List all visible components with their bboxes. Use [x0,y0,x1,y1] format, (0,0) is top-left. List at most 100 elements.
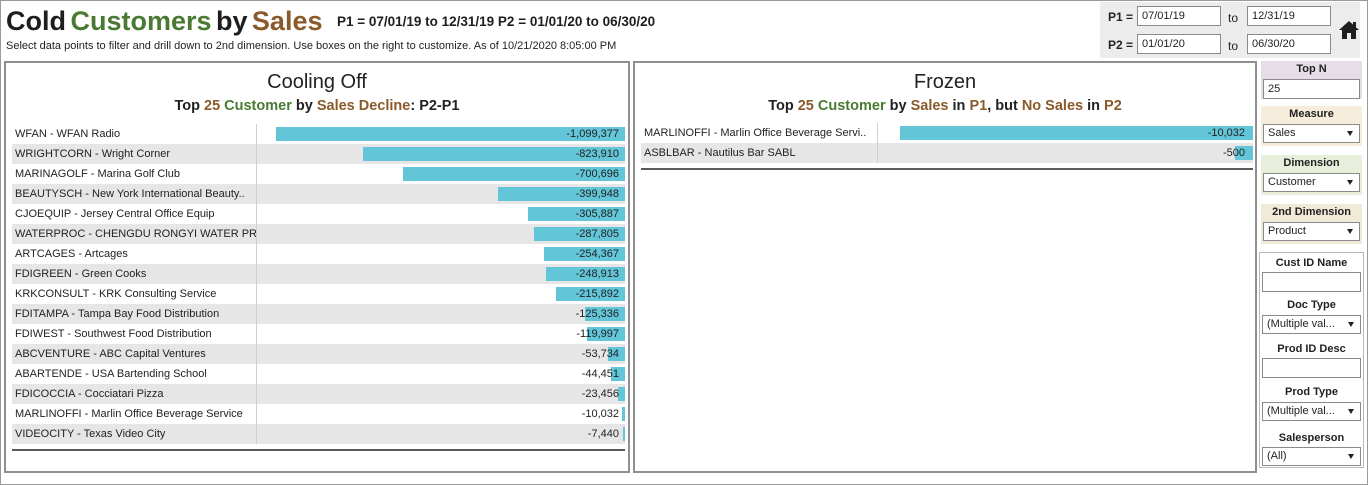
frozen-sub-dimension: Customer [813,98,886,114]
prod-type-label: Prod Type [1285,386,1338,398]
top-n-control: Top N [1261,61,1362,99]
dimension-control: Dimension Customer [1261,155,1362,195]
cooling-off-value-label: -215,892 [575,288,619,300]
chevron-down-icon [1348,322,1354,327]
cooling-sub-by: by [291,98,317,114]
chevron-down-icon [1347,131,1353,136]
cooling-off-row[interactable]: WRIGHTCORN - Wright Corner -823,910 [12,144,625,164]
frozen-sub-in2: in [1083,98,1105,114]
cooling-off-row[interactable]: FDIGREEN - Green Cooks -248,913 [12,264,625,284]
top-n-input[interactable] [1263,79,1360,99]
cooling-off-bar[interactable] [363,147,625,161]
cooling-off-row[interactable]: MARLINOFFI - Marlin Office Beverage Serv… [12,404,625,424]
frozen-row[interactable]: MARLINOFFI - Marlin Office Beverage Serv… [641,123,1253,143]
p2-label: P2 = [1108,38,1134,52]
frozen-row[interactable]: ASBLBAR - Nautilus Bar SABL -500 [641,143,1253,163]
cooling-off-row[interactable]: BEAUTYSCH - New York International Beaut… [12,184,625,204]
frozen-sub-measure: Sales [910,98,949,114]
cooling-off-bar[interactable] [587,327,625,341]
chevron-down-icon [1348,409,1354,414]
cooling-off-bar[interactable] [556,287,625,301]
cooling-sub-n: 25 [204,98,221,114]
frozen-value-label: -10,032 [1207,127,1245,139]
cooling-off-value-label: -399,948 [575,188,619,200]
chevron-down-icon [1348,454,1354,459]
cooling-off-bar[interactable] [403,167,625,181]
cooling-off-bar[interactable] [546,267,625,281]
p1-to-label: to [1228,11,1239,25]
cooling-off-row-label: WRIGHTCORN - Wright Corner [12,144,257,164]
measure-dropdown[interactable]: Sales [1263,124,1360,143]
prod-type-dropdown[interactable]: (Multiple val... [1262,402,1361,421]
p1-start-input[interactable] [1137,6,1221,26]
frozen-sub-p1: P1 [969,98,988,114]
cooling-off-value-label: -23,456 [581,388,619,400]
cooling-off-bar[interactable] [498,187,625,201]
cooling-off-row[interactable]: FDITAMPA - Tampa Bay Food Distribution -1… [12,304,625,324]
frozen-axis-line [641,168,1253,170]
cooling-off-row[interactable]: VIDEOCITY - Texas Video City -7,440 [12,424,625,444]
frozen-bar[interactable] [900,126,1253,140]
cooling-off-row[interactable]: MARINAGOLF - Marina Golf Club -700,696 [12,164,625,184]
cooling-off-row-label: BEAUTYSCH - New York International Beaut… [12,184,257,204]
cooling-off-bar[interactable] [622,407,625,421]
cooling-off-row[interactable]: CJOEQUIP - Jersey Central Office Equip -3… [12,204,625,224]
frozen-sub-by: by [885,98,911,114]
cooling-off-value-label: -10,032 [581,408,619,420]
title-word-customers: Customers [70,6,212,36]
cooling-off-row-label: CJOEQUIP - Jersey Central Office Equip [12,204,257,224]
cooling-off-value-label: -287,805 [575,228,619,240]
doc-type-value: (Multiple val... [1267,318,1335,330]
salesperson-dropdown[interactable]: (All) [1262,447,1361,466]
cooling-off-bar[interactable] [618,387,625,401]
cooling-off-row[interactable]: ARTCAGES - Artcages -254,367 [12,244,625,264]
cooling-off-row[interactable]: FDIWEST - Southwest Food Distribution -11… [12,324,625,344]
cooling-off-row-label: ABARTENDE - USA Bartending School [12,364,257,384]
cust-id-label: Cust ID Name [1275,257,1348,269]
cooling-sub-top: Top [174,98,204,114]
p1-end-input[interactable] [1247,6,1331,26]
cooling-off-bar[interactable] [608,347,625,361]
dimension-dropdown[interactable]: Customer [1263,173,1360,192]
cooling-off-row[interactable]: ABARTENDE - USA Bartending School -44,451 [12,364,625,384]
cooling-off-row[interactable]: ABCVENTURE - ABC Capital Ventures -53,734 [12,344,625,364]
cooling-off-row[interactable]: WFAN - WFAN Radio -1,099,377 [12,124,625,144]
cooling-off-value-label: -823,910 [575,148,619,160]
cooling-off-bar[interactable] [534,227,625,241]
prod-id-input[interactable] [1262,358,1361,378]
cooling-off-row[interactable]: KRKCONSULT - KRK Consulting Service -215,… [12,284,625,304]
p2-to-label: to [1228,39,1239,53]
frozen-subtitle: Top 25 Customer by Sales in P1, but No S… [635,98,1255,114]
cooling-off-bar[interactable] [528,207,625,221]
frozen-sub-in1: in [948,98,970,114]
p2-start-input[interactable] [1137,34,1221,54]
cooling-off-row-label: ABCVENTURE - ABC Capital Ventures [12,344,257,364]
cooling-off-title: Cooling Off [267,71,367,93]
prod-type-value: (Multiple val... [1267,405,1335,417]
frozen-title: Frozen [913,71,977,93]
second-dimension-dropdown[interactable]: Product [1263,222,1360,241]
cooling-off-bar[interactable] [544,247,625,261]
p2-end-input[interactable] [1247,34,1331,54]
frozen-value-label: -500 [1222,147,1245,159]
salesperson-value: (All) [1267,450,1287,462]
cooling-sub-dimension: Customer [220,98,292,114]
chevron-down-icon [1347,180,1353,185]
cooling-off-row-label: FDIGREEN - Green Cooks [12,264,257,284]
cooling-off-bar[interactable] [623,427,625,441]
cooling-off-row[interactable]: FDICOCCIA - Cocciatari Pizza -23,456 [12,384,625,404]
title-word-sales: Sales [251,6,323,36]
frozen-bar[interactable] [1235,146,1253,160]
cooling-off-bar[interactable] [585,307,625,321]
second-dimension-value: Product [1268,225,1306,237]
measure-label: Measure [1289,108,1334,120]
cooling-off-row-label: MARLINOFFI - Marlin Office Beverage Serv… [12,404,257,424]
cust-id-input[interactable] [1262,272,1361,292]
home-icon[interactable] [1338,20,1360,40]
doc-type-dropdown[interactable]: (Multiple val... [1262,315,1361,334]
cooling-off-bar[interactable] [611,367,625,381]
cooling-off-bar[interactable] [276,127,625,141]
p1-label: P1 = [1108,10,1134,24]
cooling-off-row[interactable]: WATERPROC - CHENGDU RONGYI WATER PR.. -28… [12,224,625,244]
cooling-off-value-label: -248,913 [575,268,619,280]
